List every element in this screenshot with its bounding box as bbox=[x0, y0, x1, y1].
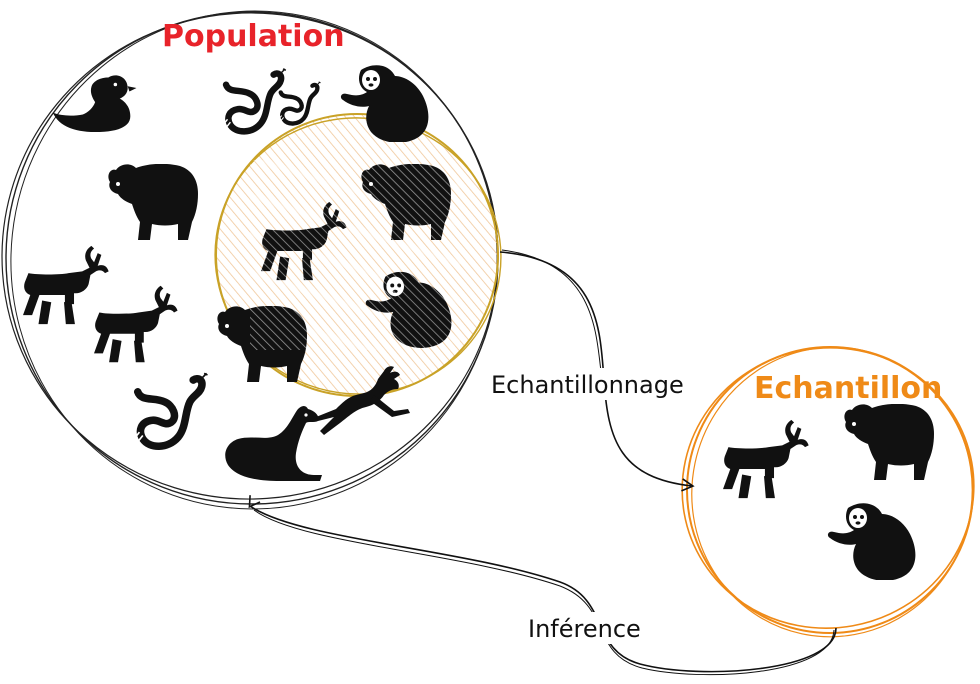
inference-label-bg bbox=[526, 612, 670, 644]
sea-lion-icon bbox=[225, 406, 322, 481]
inference-label: Inférence bbox=[528, 615, 641, 643]
snake-icon bbox=[129, 373, 207, 446]
sample-animals bbox=[723, 404, 934, 580]
snake-icon bbox=[219, 69, 286, 131]
overlap-animals bbox=[250, 160, 460, 350]
deer-icon bbox=[723, 419, 809, 499]
bear-icon bbox=[108, 164, 198, 240]
deer-icon bbox=[23, 245, 109, 325]
inference-arrow bbox=[248, 495, 837, 676]
bear-icon bbox=[844, 404, 934, 480]
sloth-icon bbox=[827, 503, 916, 580]
sample-title: Echantillon bbox=[754, 371, 942, 406]
snake-icon bbox=[276, 82, 321, 124]
sampling-label: Echantillonnage bbox=[491, 371, 684, 399]
sampling-label-bg bbox=[488, 368, 694, 400]
population-title: Population bbox=[162, 19, 345, 54]
deer-icon bbox=[94, 285, 178, 363]
